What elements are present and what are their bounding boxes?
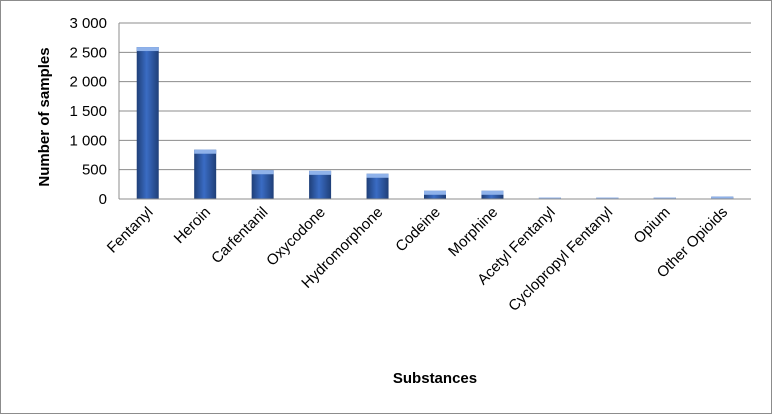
gridlines [118, 22, 751, 200]
bar-cap [538, 197, 561, 199]
y-tick-label: 0 [99, 191, 107, 208]
y-axis-title: Number of samples [36, 47, 53, 186]
bar-carfentanil [251, 170, 274, 199]
x-tick-label: Fentanyl [104, 204, 157, 257]
bar-codeine [424, 190, 446, 199]
bar-cap [481, 190, 504, 195]
bar-cap [596, 197, 619, 199]
x-tick-label: Heroin [171, 204, 214, 247]
bar-cap [366, 173, 389, 178]
x-axis-title: Substances [393, 370, 477, 387]
x-tick-label: Codeine [392, 204, 444, 256]
x-tick-label: Cyclopropyl Fentanyl [505, 204, 616, 315]
bar-cap [309, 170, 332, 175]
bar-cap [251, 170, 274, 175]
bars [119, 47, 751, 200]
bar-cap [711, 196, 734, 199]
x-tick-label: Carfentanil [208, 204, 271, 267]
y-tick-label: 3 000 [69, 15, 107, 32]
bar-fentanyl [136, 47, 159, 200]
bar-cap [194, 149, 217, 154]
bar-cap [136, 47, 159, 52]
bar-hydromorphone [366, 173, 389, 199]
bar-cap [653, 197, 676, 199]
y-tick-label: 1 500 [69, 103, 107, 120]
y-tick-labels: 0 500 1 000 1 500 2 000 2 500 3 000 [69, 15, 107, 208]
y-tick-label: 2 500 [69, 44, 107, 61]
bar-oxycodone [309, 170, 332, 199]
bar-morphine [481, 190, 504, 199]
y-tick-label: 500 [82, 162, 107, 179]
bar-heroin [194, 149, 217, 199]
y-tick-label: 1 000 [69, 132, 107, 149]
x-tick-label: Opium [630, 204, 673, 247]
bar-cap [424, 190, 446, 195]
x-tick-labels: Fentanyl HeroinCarfentanilOxycodoneHydrom… [104, 204, 731, 315]
y-tick-label: 2 000 [69, 74, 107, 91]
x-tick-label: Morphine [445, 204, 501, 260]
